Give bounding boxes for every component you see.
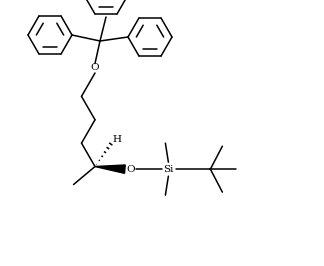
Polygon shape: [95, 165, 125, 173]
Text: H: H: [113, 135, 122, 144]
Text: Si: Si: [163, 165, 174, 174]
Text: O: O: [126, 165, 135, 174]
Text: O: O: [91, 64, 99, 73]
